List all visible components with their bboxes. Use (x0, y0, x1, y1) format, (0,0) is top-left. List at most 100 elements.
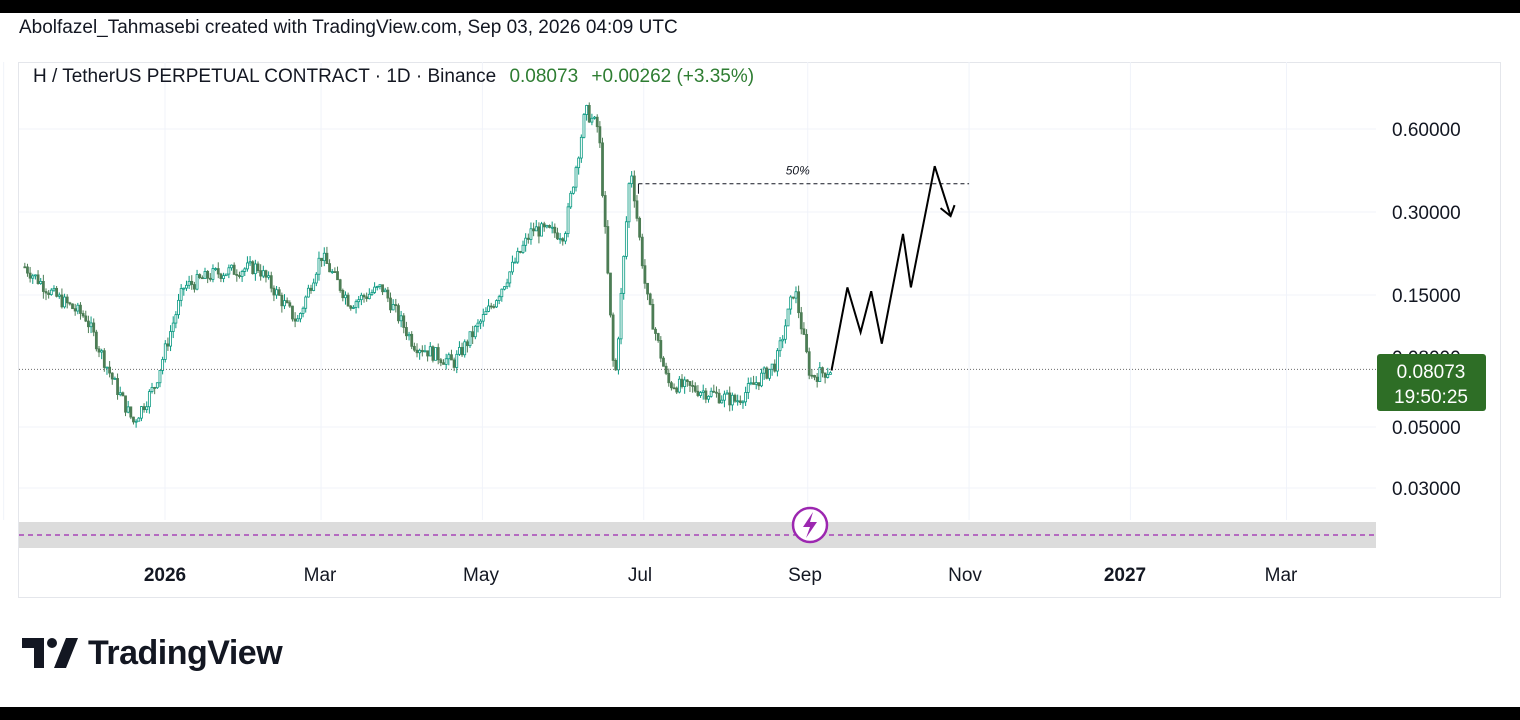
candle-body (585, 104, 589, 115)
candle-body (206, 271, 210, 279)
x-axis-label: Mar (304, 565, 337, 586)
candle-body (696, 390, 700, 396)
candle-body (275, 289, 278, 296)
candle-body (791, 296, 795, 299)
candle-body (707, 395, 710, 400)
candle-body (383, 289, 387, 293)
candle-body (132, 416, 135, 423)
candle-body (823, 372, 827, 378)
candle-body (44, 291, 48, 294)
candle-body (219, 273, 223, 279)
candle-body (754, 382, 758, 385)
candle-body (116, 378, 119, 396)
candle-body (68, 302, 72, 305)
candle-body (31, 275, 35, 279)
candle-body (632, 175, 636, 202)
candle-body (163, 343, 167, 360)
candle-body (768, 368, 771, 379)
candle-body (272, 287, 276, 296)
candle-body (145, 406, 149, 411)
candle-body (317, 257, 321, 275)
candle-body (741, 401, 745, 404)
candle-body (410, 333, 414, 347)
candle-body (826, 374, 830, 378)
candle-body (200, 277, 204, 280)
candle-body (134, 420, 138, 423)
candle-body (783, 325, 787, 340)
candle-body (736, 400, 740, 403)
chart-panel[interactable] (18, 62, 1501, 598)
candle-body (545, 225, 549, 228)
candle-body (312, 282, 316, 291)
candle-body (648, 293, 652, 305)
candle-body (553, 226, 557, 234)
candle-body (142, 406, 146, 411)
candle-body (73, 308, 77, 312)
x-axis-label: Jul (628, 565, 652, 586)
symbol-name[interactable]: H / TetherUS PERPETUAL CONTRACT · 1D · B… (33, 66, 497, 87)
candle-body (359, 294, 363, 301)
candle-body (171, 322, 175, 332)
candle-body (436, 347, 440, 361)
candle-body (439, 359, 443, 364)
candle-body (730, 394, 734, 406)
candle-body (126, 406, 130, 413)
candle-body (280, 294, 284, 307)
candle-body (452, 359, 456, 368)
candle-body (137, 417, 141, 422)
candle-body (381, 284, 384, 293)
candle-body (537, 226, 541, 237)
candle-body (246, 262, 249, 270)
candle-body (105, 366, 109, 369)
candle-body (638, 217, 642, 238)
candle-body (619, 292, 623, 340)
candle-body (481, 314, 485, 322)
candle-body (821, 367, 824, 374)
candle-body (251, 261, 255, 275)
candle-body (595, 116, 599, 128)
candle-body (571, 186, 575, 194)
candle-body (140, 406, 143, 419)
candle-body (344, 294, 347, 299)
candle-body (412, 345, 416, 351)
candle-body (691, 385, 695, 387)
symbol-header: H / TetherUS PERPETUAL CONTRACT · 1D · B… (33, 66, 754, 88)
candle-body (728, 392, 732, 406)
candle-body (500, 288, 504, 298)
candle-body (208, 277, 212, 280)
candle-body (407, 333, 411, 337)
candle-body (418, 349, 422, 354)
candle-body (89, 322, 93, 328)
candle-body (675, 387, 679, 393)
candle-body (124, 395, 127, 413)
candle-body (84, 315, 88, 322)
candle-body (375, 286, 379, 288)
candle-body (603, 195, 607, 227)
candle-body (97, 348, 101, 353)
candle-body (672, 387, 676, 390)
candle-body (102, 350, 106, 368)
candle-body (606, 226, 610, 274)
candle-body (723, 393, 726, 401)
tradingview-logo[interactable]: TradingView (22, 630, 283, 676)
candle-body (269, 275, 273, 289)
candle-body (473, 325, 477, 338)
candle-body (463, 341, 467, 356)
candle-body (283, 300, 286, 307)
candle-body (609, 272, 612, 316)
candle-body (405, 327, 408, 337)
candle-body (362, 294, 366, 298)
candle-body (569, 192, 573, 208)
candle-body (807, 351, 811, 376)
candle-body (465, 341, 469, 347)
candle-body (590, 117, 594, 123)
candle-body (216, 268, 220, 275)
candle-body (781, 338, 785, 342)
candle-body (805, 333, 808, 353)
event-marker[interactable] (791, 506, 829, 544)
candle-body (330, 271, 334, 273)
candle-body (455, 353, 459, 368)
candle-body (508, 271, 512, 284)
candle-body (733, 394, 737, 402)
